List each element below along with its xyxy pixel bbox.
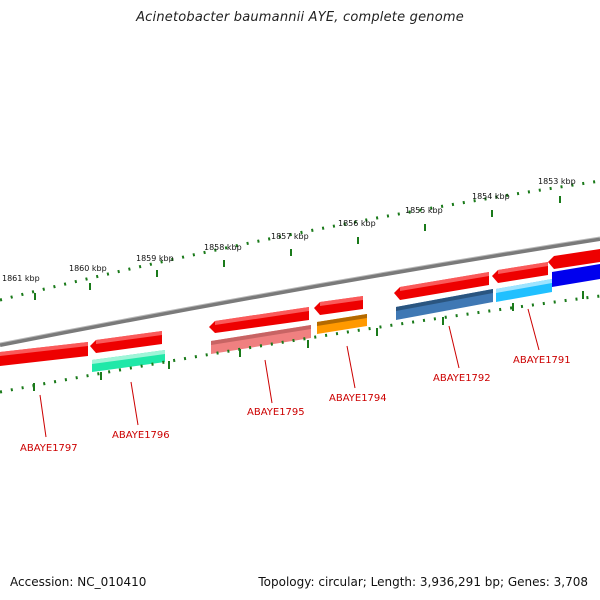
gene-label-ABAYE1797: ABAYE1797 (20, 443, 78, 454)
kbp-label: 1860 kbp (69, 264, 107, 273)
kbp-label: 1861 kbp (2, 274, 40, 283)
gene-label-ABAYE1791: ABAYE1791 (513, 355, 571, 366)
forward-strand-genes (0, 249, 600, 366)
kbp-label: 1859 kbp (136, 254, 174, 263)
kbp-label: 1855 kbp (405, 206, 443, 215)
feature-block-next (552, 264, 600, 287)
gene-label-ABAYE1794: ABAYE1794 (329, 393, 387, 404)
kbp-label: 1858 kbp (204, 243, 242, 252)
forward-gene-arrow (548, 249, 600, 269)
kbp-label: 1856 kbp (338, 219, 376, 228)
feature-blocks (92, 264, 600, 372)
kbp-labels: 1861 kbp 1860 kbp 1859 kbp 1858 kbp 1857… (2, 177, 576, 283)
genome-backbone (0, 237, 600, 347)
kbp-label: 1854 kbp (472, 192, 510, 201)
inner-major-ticks (33, 291, 584, 391)
gene-label-ABAYE1796: ABAYE1796 (112, 430, 170, 441)
gene-labels: ABAYE1797 ABAYE1796 ABAYE1795 ABAYE1794 … (20, 355, 571, 454)
gene-callout-lines (39, 308, 540, 438)
kbp-label: 1853 kbp (538, 177, 576, 186)
topology-info: Topology: circular; Length: 3,936,291 bp… (258, 575, 588, 589)
kbp-label: 1857 kbp (271, 232, 309, 241)
gene-label-ABAYE1792: ABAYE1792 (433, 373, 491, 384)
map-title: Acinetobacter baumannii AYE, complete ge… (136, 10, 464, 25)
gene-label-ABAYE1795: ABAYE1795 (247, 407, 305, 418)
accession-info: Accession: NC_010410 (10, 575, 147, 589)
outer-major-ticks (34, 196, 561, 300)
